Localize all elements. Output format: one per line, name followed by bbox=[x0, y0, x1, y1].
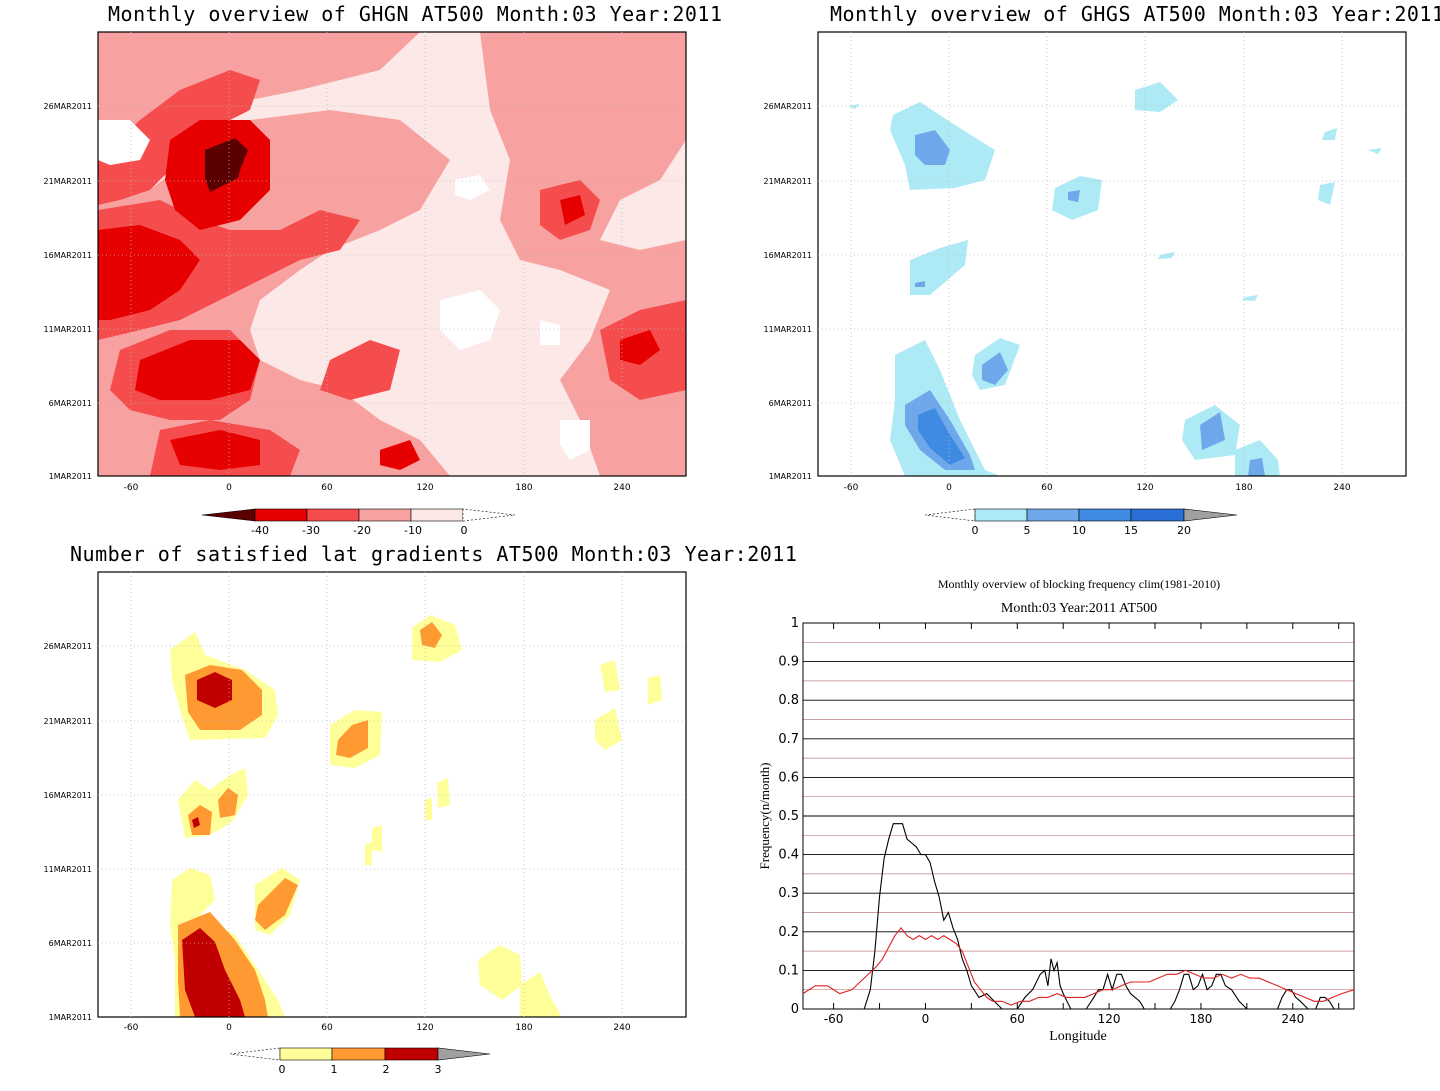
freq-xtick-label: -60 bbox=[824, 1012, 844, 1026]
freq-series-year bbox=[803, 823, 1354, 1010]
freq-xlabel: Longitude bbox=[1049, 1029, 1107, 1044]
freq-series-clim bbox=[802, 927, 1355, 1006]
freq-xtick-label: 180 bbox=[1189, 1012, 1212, 1026]
freq-ytick-label: 0.4 bbox=[778, 848, 799, 863]
ghgs-ytick: 1MAR2011 bbox=[769, 472, 812, 481]
freq-ytick-label: 0.3 bbox=[778, 886, 799, 901]
ghgs-colorbar-tick: 20 bbox=[1177, 524, 1191, 537]
ghgn-xtick: 60 bbox=[321, 483, 333, 493]
freq-gridlines bbox=[803, 641, 1354, 991]
ghgs-title: Monthly overview of GHGS AT500 Month:03 … bbox=[830, 2, 1440, 26]
freq-ytick-label: 1 bbox=[791, 616, 799, 631]
grad-xtick: 180 bbox=[515, 1023, 532, 1033]
ghgs-colorbar-tick: 0 bbox=[972, 524, 979, 537]
freq-ytick-label: 0.7 bbox=[778, 732, 799, 747]
ghgs-xtick: 0 bbox=[946, 483, 952, 493]
ghgn-contour-40 bbox=[205, 138, 248, 192]
ghgs-ytick: 11MAR2011 bbox=[764, 325, 812, 334]
grad-xtick: 120 bbox=[416, 1023, 433, 1033]
ghgn-xtick: 0 bbox=[226, 483, 232, 493]
ghgn-xtick: 120 bbox=[416, 483, 433, 493]
grad-contour-3 bbox=[182, 672, 245, 1017]
freq-ylabel: Frequency(n/month) bbox=[757, 763, 772, 870]
ghgs-xtick: 240 bbox=[1333, 483, 1350, 493]
grad-field bbox=[170, 615, 662, 1017]
grad-xtick: 240 bbox=[613, 1023, 630, 1033]
grad-colorbar-tick: 3 bbox=[435, 1063, 442, 1076]
ghgs-colorbar-tick: 10 bbox=[1072, 524, 1086, 537]
ghgn-xtick: 180 bbox=[515, 483, 532, 493]
freq-xtick-marks bbox=[833, 623, 1340, 1009]
ghgn-ytick: 1MAR2011 bbox=[49, 472, 92, 481]
ghgn-colorbar-tick: -20 bbox=[353, 524, 371, 537]
ghgs-field bbox=[818, 32, 1406, 476]
freq-ytick-label: 0.2 bbox=[778, 925, 799, 940]
ghgn-colorbar-swatch bbox=[462, 508, 516, 522]
ghgs-ytick: 16MAR2011 bbox=[764, 251, 812, 260]
ghgn-field bbox=[98, 32, 686, 476]
grad-colorbar-swatch bbox=[437, 1047, 491, 1061]
freq-ytick-label: 0.8 bbox=[778, 693, 799, 708]
grad-xtick: 60 bbox=[321, 1023, 333, 1033]
grad-colorbar-tick: 2 bbox=[383, 1063, 390, 1076]
ghgs-xtick: 60 bbox=[1041, 483, 1053, 493]
ghgs-xtick: 120 bbox=[1136, 483, 1153, 493]
grad-ytick: 26MAR2011 bbox=[44, 642, 92, 651]
freq-ytick-label: 0 bbox=[791, 1002, 799, 1017]
freq-xtick-label: 0 bbox=[922, 1012, 930, 1026]
ghgn-colorbar: -40 -30 -20 -10 0 bbox=[201, 508, 516, 537]
grad-ytick: 21MAR2011 bbox=[44, 717, 92, 726]
freq-ytick-label: 0.6 bbox=[778, 770, 799, 785]
ghgs-ytick: 26MAR2011 bbox=[764, 102, 812, 111]
ghgn-ytick: 6MAR2011 bbox=[49, 399, 92, 408]
ghgs-frame bbox=[817, 31, 1407, 477]
freq-ytick-label: 0.1 bbox=[778, 963, 799, 978]
ghgs-colorbar-swatch bbox=[1183, 508, 1238, 522]
ghgs-xtick: -60 bbox=[844, 483, 859, 493]
ghgn-colorbar-tick: -30 bbox=[302, 524, 320, 537]
ghgs-ytick: 6MAR2011 bbox=[769, 399, 812, 408]
freq-xtick-label: 240 bbox=[1281, 1012, 1304, 1026]
ghgs-colorbar-tick: 5 bbox=[1024, 524, 1031, 537]
ghgs-colorbar-tick: 15 bbox=[1124, 524, 1138, 537]
grad-ytick: 11MAR2011 bbox=[44, 865, 92, 874]
grad-ytick: 1MAR2011 bbox=[49, 1013, 92, 1022]
ghgn-colorbar-tick: -10 bbox=[404, 524, 422, 537]
freq-ytick-label: 0.9 bbox=[778, 655, 799, 670]
freq-ytick-label: 0.5 bbox=[778, 809, 799, 824]
grad-xtick: -60 bbox=[124, 1023, 139, 1033]
freq-xtick-label: 60 bbox=[1010, 1012, 1025, 1026]
ghgn-ytick: 21MAR2011 bbox=[44, 177, 92, 186]
ghgn-colorbar-tick: -40 bbox=[251, 524, 269, 537]
ghgn-xtick: -60 bbox=[124, 483, 139, 493]
ghgn-ytick: 16MAR2011 bbox=[44, 251, 92, 260]
ghgs-contour-10 bbox=[918, 408, 965, 465]
ghgn-frame bbox=[97, 31, 687, 477]
grad-title: Number of satisfied lat gradients AT500 … bbox=[70, 542, 798, 566]
grad-colorbar: 0 1 2 3 bbox=[229, 1047, 491, 1076]
freq-title: Monthly overview of blocking frequency c… bbox=[938, 577, 1220, 591]
ghgn-ytick: 26MAR2011 bbox=[44, 102, 92, 111]
grad-frame bbox=[97, 571, 687, 1018]
grad-xtick: 0 bbox=[226, 1023, 232, 1033]
ghgs-colorbar: 0 5 10 15 20 bbox=[924, 508, 1238, 537]
ghgn-xtick: 240 bbox=[613, 483, 630, 493]
ghgs-ytick: 21MAR2011 bbox=[764, 177, 812, 186]
freq-subtitle: Month:03 Year:2011 AT500 bbox=[1001, 601, 1157, 616]
ghgn-ytick: 11MAR2011 bbox=[44, 325, 92, 334]
grad-colorbar-tick: 1 bbox=[331, 1063, 338, 1076]
ghgn-title: Monthly overview of GHGN AT500 Month:03 … bbox=[108, 2, 723, 26]
freq-xtick-label: 120 bbox=[1098, 1012, 1121, 1026]
grad-ytick: 6MAR2011 bbox=[49, 939, 92, 948]
grad-ytick: 16MAR2011 bbox=[44, 791, 92, 800]
ghgn-colorbar-tick: 0 bbox=[461, 524, 468, 537]
ghgs-xtick: 180 bbox=[1235, 483, 1252, 493]
grad-colorbar-tick: 0 bbox=[279, 1063, 286, 1076]
ghgn-contour-30 bbox=[98, 120, 660, 470]
